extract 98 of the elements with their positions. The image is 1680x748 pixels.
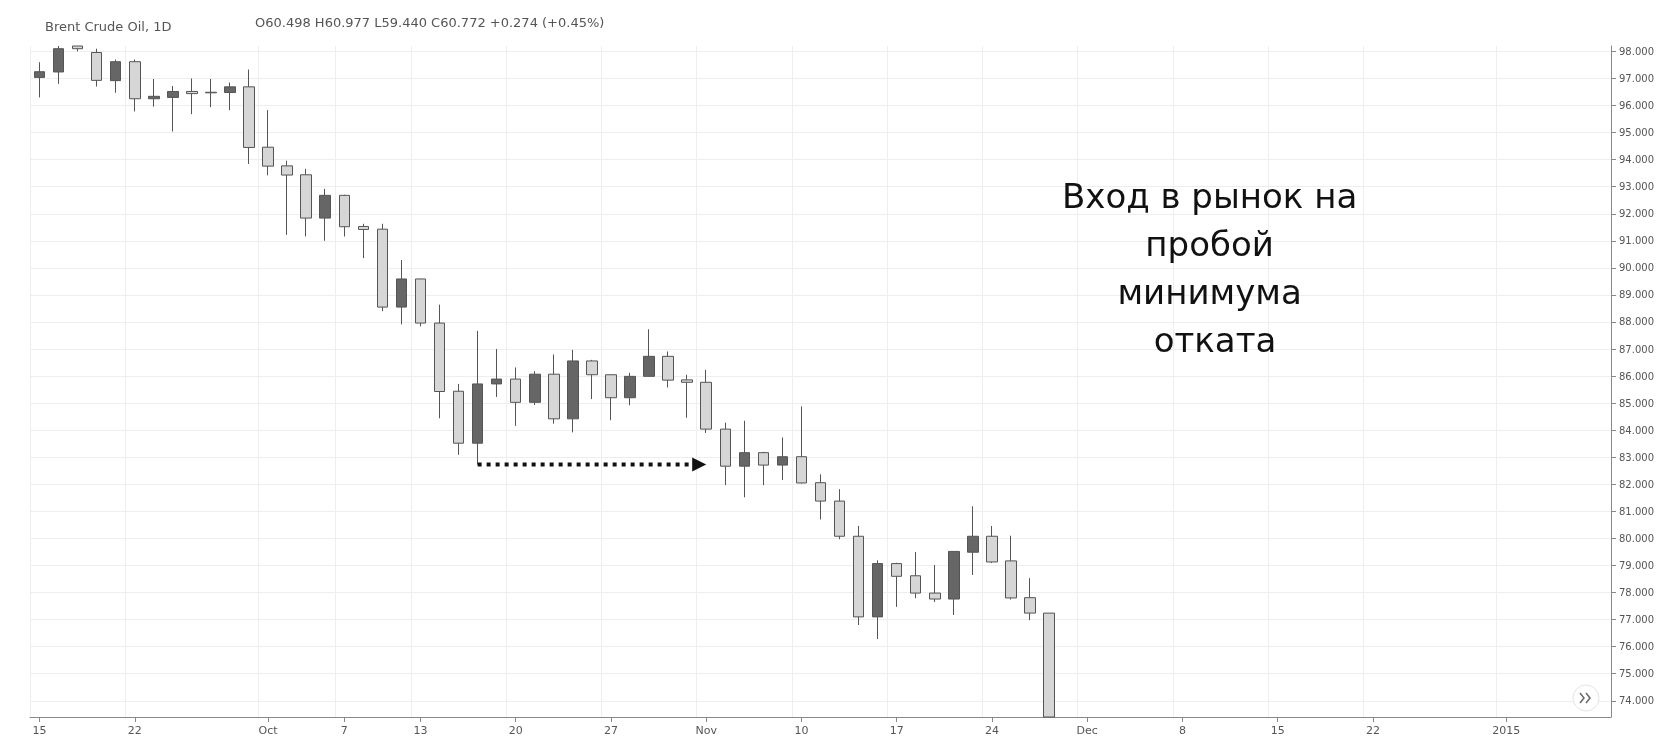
y-tick-label: 94.000 — [1619, 154, 1654, 166]
candlestick — [758, 451, 769, 486]
y-tick-label: 79.000 — [1619, 559, 1654, 571]
candlestick — [777, 437, 788, 481]
y-tick-label: 80.000 — [1619, 532, 1654, 544]
candlestick — [1043, 612, 1055, 718]
x-tick-label: 22 — [127, 724, 142, 737]
candlestick — [700, 369, 712, 434]
candlestick — [491, 348, 502, 398]
y-tick-label: 97.000 — [1619, 72, 1654, 84]
x-tick-label: 2015 — [1492, 724, 1521, 737]
y-tick-label: 76.000 — [1619, 641, 1654, 653]
candlestick — [891, 562, 902, 608]
candlestick — [243, 69, 255, 165]
candlestick — [815, 473, 826, 520]
candlestick — [1005, 535, 1017, 601]
candlestick — [662, 350, 674, 388]
candlestick — [605, 373, 617, 421]
x-tick-label: 13 — [413, 724, 428, 737]
candlestick — [853, 525, 864, 626]
y-tick-label: 98.000 — [1619, 45, 1654, 57]
x-tick-label: 27 — [603, 724, 618, 737]
y-tick-label: 89.000 — [1619, 289, 1654, 301]
candlestick — [586, 359, 598, 400]
candlestick — [529, 370, 541, 406]
y-tick-label: 88.000 — [1619, 316, 1654, 328]
candlestick — [186, 77, 198, 115]
candlestick — [910, 551, 921, 599]
y-tick-label: 90.000 — [1619, 262, 1654, 274]
x-tick-label: 7 — [340, 724, 348, 737]
text: O60.498 H60.977 L59.440 C60.772 +0.274 (+0.45%) — [255, 15, 605, 30]
candlestick — [167, 85, 179, 132]
candlestick — [720, 422, 731, 486]
x-tick-label: Nov — [695, 724, 718, 737]
candlestick — [796, 405, 807, 484]
y-tick-label: 81.000 — [1619, 505, 1654, 517]
candlestick — [739, 420, 750, 498]
candlestick — [872, 559, 883, 640]
x-tick-label: 17 — [889, 724, 904, 737]
x-tick-label: 10 — [794, 724, 809, 737]
y-tick-label: 86.000 — [1619, 370, 1654, 382]
candlestick — [624, 372, 636, 406]
candlestick — [396, 259, 407, 325]
x-tick-label: Dec — [1076, 724, 1098, 737]
y-tick-label: 85.000 — [1619, 397, 1654, 409]
y-tick-label: 95.000 — [1619, 127, 1654, 139]
candlestick — [110, 59, 121, 94]
y-tick-label: 77.000 — [1619, 614, 1654, 626]
candlestick — [91, 48, 102, 88]
y-tick-label: 91.000 — [1619, 235, 1654, 247]
y-tick-label: 75.000 — [1619, 668, 1654, 680]
y-tick-label: 83.000 — [1619, 451, 1654, 463]
y-tick-label: 92.000 — [1619, 208, 1654, 220]
candlestick — [300, 168, 312, 237]
y-tick-label: 74.000 — [1619, 695, 1654, 707]
candlestick — [472, 330, 483, 466]
candlestick — [1024, 577, 1036, 621]
candlestick — [377, 223, 388, 312]
candlestick — [72, 45, 83, 52]
chart-title: Brent Crude Oil, 1D — [45, 19, 172, 34]
candlestick — [358, 223, 369, 259]
candlestick — [129, 59, 141, 112]
candlestick — [510, 366, 521, 427]
candlestick — [434, 304, 445, 419]
y-tick-label: 96.000 — [1619, 100, 1654, 112]
x-tick-label: 22 — [1365, 724, 1380, 737]
candlestick — [548, 353, 560, 425]
candlestick — [643, 328, 655, 377]
candlestick — [567, 349, 579, 433]
candlestick — [339, 194, 350, 237]
candlestick — [681, 374, 693, 419]
candlestick — [948, 550, 960, 616]
candlestick — [967, 505, 979, 576]
candlestick — [319, 188, 331, 242]
candlestick — [224, 82, 236, 111]
x-tick-label: 15 — [32, 724, 47, 737]
candlestick — [929, 564, 941, 603]
candlestick — [281, 160, 293, 236]
y-tick-label: 84.000 — [1619, 424, 1654, 436]
y-tick-label: 87.000 — [1619, 343, 1654, 355]
candlestick — [453, 383, 464, 456]
x-tick-label: Oct — [258, 724, 279, 737]
candlestick — [205, 78, 217, 108]
candlestick — [53, 45, 64, 85]
candlestick — [34, 61, 45, 98]
x-tick-label: 24 — [984, 724, 999, 737]
y-tick-label: 82.000 — [1619, 478, 1654, 490]
candlestick — [148, 78, 160, 108]
x-tick-label: 8 — [1178, 724, 1186, 737]
candlestick — [834, 488, 845, 540]
y-tick-label: 93.000 — [1619, 181, 1654, 193]
candlestick — [415, 278, 426, 327]
annotation: Вход в рынок на пробой минимума отката — [1061, 176, 1369, 360]
x-tick-label: 15 — [1270, 724, 1285, 737]
x-tick-label: 20 — [508, 724, 523, 737]
candlestick — [986, 525, 998, 564]
candlestick — [262, 109, 274, 176]
y-tick-label: 78.000 — [1619, 587, 1654, 599]
